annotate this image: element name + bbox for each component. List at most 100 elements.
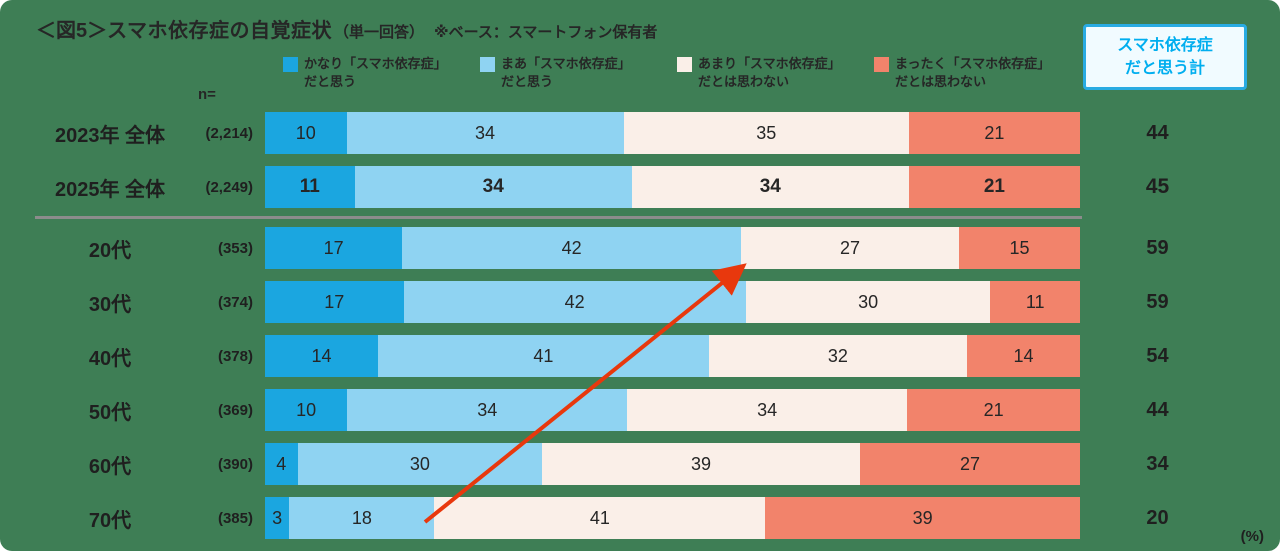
total-summary-box: スマホ依存症 だと思う計 (1083, 24, 1247, 90)
row-total: 54 (1146, 344, 1169, 367)
segment-value: 34 (477, 399, 498, 420)
row-label: 2025年 全体 (54, 178, 166, 201)
row-total: 45 (1145, 175, 1170, 198)
segment-value: 34 (475, 122, 496, 143)
segment-value: 15 (1009, 237, 1030, 258)
bar-segment: 11 (990, 281, 1080, 323)
figure-title: スマホ依存症の自覚症状 (107, 20, 333, 42)
segment-value: 41 (589, 507, 610, 528)
total-box-line1: スマホ依存症 (1117, 36, 1213, 54)
legend-swatch (874, 57, 889, 72)
segment-value: 32 (827, 345, 848, 366)
figure-title-row: ＜図5＞ スマホ依存症の自覚症状 （単一回答） ※ベース：スマートフォン保有者 (36, 14, 657, 43)
segment-value: 39 (912, 507, 933, 528)
chart-row: 2025年 全体 (2,249) 11 34 34 21 45 (35, 166, 1235, 208)
stacked-bar: 17 42 27 15 (265, 227, 1080, 269)
row-total: 34 (1146, 452, 1169, 475)
segment-value: 14 (311, 345, 332, 366)
legend-item: かなり「スマホ依存症」 だと思う (283, 55, 480, 91)
chart-row: 2023年 全体 (2,214) 10 34 35 21 44 (35, 112, 1235, 154)
row-label: 50代 (88, 401, 132, 424)
segment-value: 3 (272, 507, 283, 528)
bar-segment: 34 (627, 389, 908, 431)
segment-value: 10 (295, 122, 316, 143)
stacked-bar: 10 34 34 21 (265, 389, 1081, 431)
legend-item: あまり「スマホ依存症」 だとは思わない (677, 55, 874, 91)
bar-segment: 17 (265, 227, 403, 269)
row-label: 60代 (88, 455, 132, 478)
bar-segment: 41 (434, 497, 766, 539)
segment-value: 4 (276, 453, 287, 474)
segment-value: 21 (983, 399, 1004, 420)
legend-swatch (283, 57, 298, 72)
bar-segment: 10 (265, 112, 347, 154)
segment-value: 27 (840, 237, 861, 258)
row-total: 20 (1146, 506, 1169, 529)
unit-label: (%) (1240, 528, 1264, 545)
stacked-bar: 3 18 41 39 (265, 497, 1080, 539)
chart-row: 30代 (374) 17 42 30 11 59 (35, 281, 1235, 323)
bar-segment: 4 (265, 443, 298, 485)
row-sample-size: (353) (217, 239, 253, 257)
bar-segment: 42 (402, 227, 742, 269)
segment-value: 21 (983, 176, 1005, 197)
segment-value: 17 (323, 237, 344, 258)
bar-segment: 14 (967, 335, 1080, 377)
chart-row: 60代 (390) 4 30 39 27 34 (35, 443, 1235, 485)
bar-segment: 34 (347, 389, 628, 431)
chart-row: 70代 (385) 3 18 41 39 20 (35, 497, 1235, 539)
row-total: 44 (1146, 121, 1169, 144)
bar-segment: 30 (745, 281, 991, 323)
segment-value: 27 (959, 453, 980, 474)
stacked-bar: 10 34 35 21 (265, 112, 1080, 154)
answer-type-note: （単一回答） (334, 24, 425, 41)
stacked-bar: 11 34 34 21 (265, 166, 1080, 208)
bar-segment: 42 (403, 281, 746, 323)
row-label: 20代 (88, 239, 132, 262)
row-total: 59 (1146, 236, 1169, 259)
section-divider (35, 216, 1082, 219)
legend-label: まあ「スマホ依存症」 だと思う (501, 56, 631, 90)
segment-value: 21 (984, 122, 1005, 143)
bar-segment: 17 (265, 281, 404, 323)
chart-row: 20代 (353) 17 42 27 15 59 (35, 227, 1235, 269)
row-label: 2023年 全体 (54, 124, 166, 147)
segment-value: 10 (296, 399, 317, 420)
legend-item: まったく「スマホ依存症」 だとは思わない (874, 55, 1071, 91)
bar-segment: 34 (346, 112, 624, 154)
row-total: 59 (1146, 290, 1169, 313)
segment-value: 30 (409, 453, 430, 474)
segment-value: 42 (564, 291, 585, 312)
legend-swatch (677, 57, 692, 72)
bar-segment: 21 (907, 389, 1081, 431)
stacked-bar: 4 30 39 27 (265, 443, 1080, 485)
row-label: 30代 (88, 293, 132, 316)
n-column-header: n= (198, 86, 216, 103)
stacked-bar: 17 42 30 11 (265, 281, 1080, 323)
legend-swatch (480, 57, 495, 72)
segment-value: 11 (1025, 291, 1045, 312)
row-sample-size: (390) (217, 455, 253, 473)
bar-segment: 3 (265, 497, 290, 539)
legend-label: かなり「スマホ依存症」 だと思う (304, 56, 447, 90)
row-sample-size: (374) (217, 293, 253, 311)
segment-value: 34 (482, 176, 504, 197)
bar-segment: 15 (958, 227, 1080, 269)
chart-row: 40代 (378) 14 41 32 14 54 (35, 335, 1235, 377)
segment-value: 11 (299, 176, 320, 197)
segment-value: 34 (759, 176, 781, 197)
bar-segment: 27 (741, 227, 959, 269)
row-label: 40代 (88, 347, 132, 370)
segment-value: 39 (691, 453, 712, 474)
legend-item: まあ「スマホ依存症」 だと思う (480, 55, 677, 91)
legend: かなり「スマホ依存症」 だと思う まあ「スマホ依存症」 だと思う あまり「スマホ依存症」… (283, 55, 1071, 91)
row-sample-size: (378) (217, 347, 253, 365)
row-total: 44 (1146, 398, 1169, 421)
bar-segment: 34 (354, 166, 632, 208)
segment-value: 42 (561, 237, 582, 258)
bar-segment: 35 (623, 112, 909, 154)
row-sample-size: (2,249) (205, 178, 253, 196)
bar-segment: 39 (765, 497, 1080, 539)
bar-segment: 11 (265, 166, 355, 208)
